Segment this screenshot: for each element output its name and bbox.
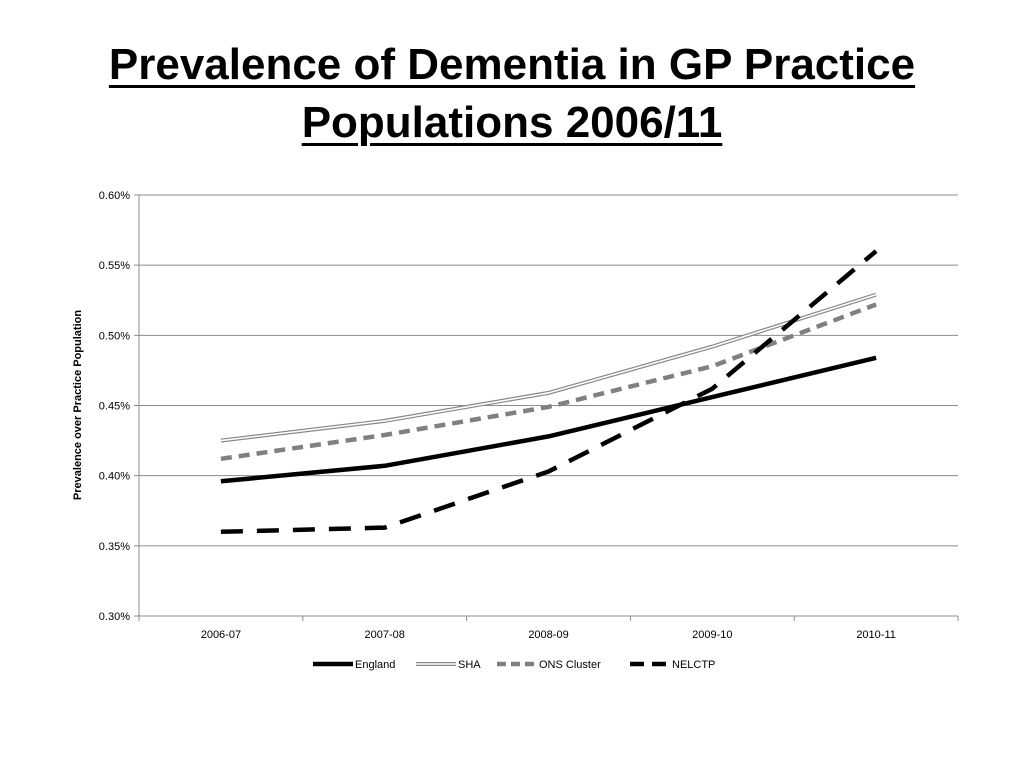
slide-title-line-1: Prevalence of Dementia in GP Practice	[108, 40, 916, 89]
series-lines	[220, 249, 878, 535]
x-tick-label: 2006-07	[201, 629, 241, 641]
y-tick-label: 0.60%	[99, 190, 130, 202]
slide-title-line-2: Populations 2006/11	[301, 98, 723, 147]
legend: England SHA ONS Cluster NELCTP	[313, 659, 715, 671]
y-tick-label: 0.40%	[99, 471, 130, 483]
x-tick-label: 2009-10	[692, 629, 732, 641]
y-tick-label: 0.30%	[99, 611, 130, 623]
y-tick-label: 0.55%	[99, 260, 130, 272]
series-line-sha	[220, 293, 877, 442]
series-line-nelctp	[220, 249, 878, 535]
legend-label-england: England	[355, 659, 395, 671]
legend-label-nelctp: NELCTP	[672, 659, 715, 671]
series-line-england	[220, 355, 877, 484]
y-tick-label: 0.50%	[99, 330, 130, 342]
slide-title: Prevalence of Dementia in GP Practice Po…	[0, 36, 1024, 152]
axes: 0.30% 0.35% 0.40% 0.45% 0.50% 0.55% 0.60% 2006-…	[99, 190, 959, 641]
legend-label-sha: SHA	[458, 659, 481, 671]
legend-label-ons-cluster: ONS Cluster	[539, 659, 601, 671]
x-tick-label: 2010-11	[856, 629, 896, 641]
y-tick-label: 0.45%	[99, 401, 130, 413]
x-tick-label: 2008-09	[528, 629, 568, 641]
series-line-sha	[220, 292, 877, 443]
y-tick-label: 0.35%	[99, 541, 130, 553]
x-tick-label: 2007-08	[365, 629, 405, 641]
y-axis-label: Prevalence over Practice Population	[72, 310, 84, 500]
